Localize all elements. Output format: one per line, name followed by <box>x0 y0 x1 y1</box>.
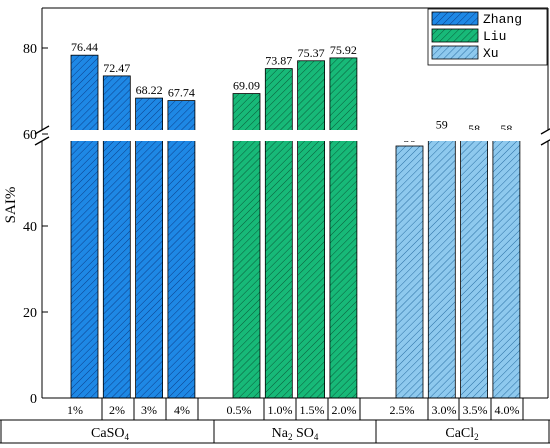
legend-label: Xu <box>483 46 499 61</box>
legend-swatch <box>431 28 479 43</box>
bar <box>264 68 293 399</box>
legend-swatch <box>431 45 479 60</box>
category-label: 3.0% <box>432 403 457 417</box>
bar-value-label: 75.37 <box>298 46 325 60</box>
bar-value-label: 67.74 <box>168 86 195 100</box>
bar <box>167 100 196 399</box>
category-label: 3.5% <box>463 403 488 417</box>
axis-break-band <box>42 130 548 141</box>
bar <box>395 145 424 399</box>
bar-value-label: 72.47 <box>103 61 130 75</box>
y-tick-label: 0 <box>30 392 37 407</box>
bar <box>427 132 456 399</box>
bar-value-label: 68.22 <box>136 83 163 97</box>
category-label: 3% <box>141 403 157 417</box>
category-label: 2% <box>109 403 125 417</box>
bar-value-labels: 76.44 72.47 68.22 67.74 69.09 73.87 75.37 75.92… <box>71 40 512 145</box>
bar <box>460 136 489 399</box>
y-axis-ticks: 0 20 40 60 80 <box>23 42 48 407</box>
y-tick-label: 60 <box>23 128 37 143</box>
y-tick-label: 20 <box>23 306 37 321</box>
legend-swatch <box>431 11 479 26</box>
group-label: CaSO4 <box>91 426 129 442</box>
category-label: 0.5% <box>227 403 252 417</box>
category-label: 1.5% <box>300 403 325 417</box>
category-label: 4.0% <box>495 403 520 417</box>
bar <box>329 57 358 399</box>
group-label: Na2 SO4 <box>272 426 319 442</box>
bar <box>135 97 164 399</box>
bar <box>102 75 131 399</box>
bar <box>492 136 521 399</box>
category-label: 2.0% <box>332 403 357 417</box>
axis-break-marks <box>34 125 550 146</box>
category-label: 4% <box>174 403 190 417</box>
bar-value-label: 75.92 <box>330 43 357 57</box>
bar <box>70 54 99 399</box>
y-axis-label: SAI% <box>3 187 19 224</box>
bar <box>232 93 261 399</box>
bar-value-label: 59 <box>436 118 448 132</box>
bar-value-label: 69.09 <box>233 79 260 93</box>
bar <box>297 60 326 399</box>
bar-value-label: 73.87 <box>265 54 292 68</box>
category-label: 1.0% <box>268 403 293 417</box>
plot-frame <box>41 7 549 399</box>
y-tick-label: 80 <box>23 42 37 57</box>
group-label: CaCl2 <box>445 426 478 442</box>
bar-value-label: 76.44 <box>71 40 98 54</box>
bars <box>70 54 521 399</box>
legend-label: Liu <box>483 29 506 44</box>
category-label: 2.5% <box>390 403 415 417</box>
category-label: 1% <box>67 403 83 417</box>
legend-label: Zhang <box>483 12 522 27</box>
y-tick-label: 40 <box>23 220 37 235</box>
legend: Zhang Liu Xu <box>427 8 548 66</box>
category-table: 1% 2% 3% 4% 0.5% 1.0% 1.5% 2.0% 2.5% 3.0% 3.5% 4.0%… <box>0 398 550 444</box>
